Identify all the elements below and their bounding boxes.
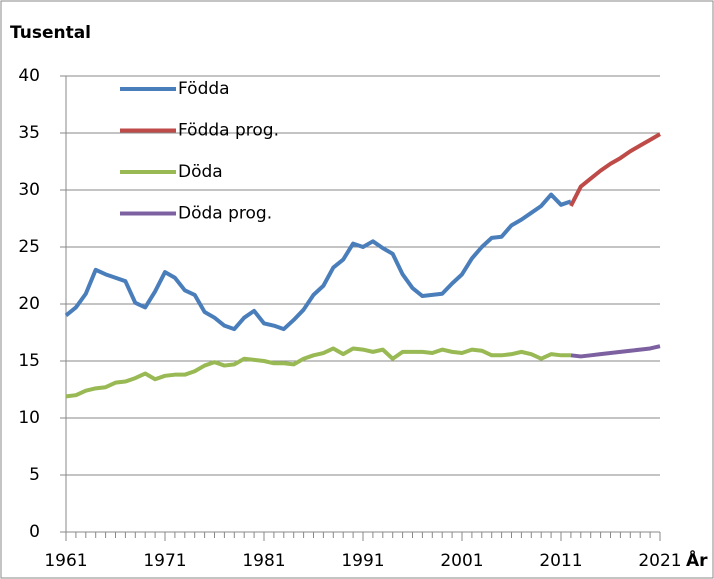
- legend-label: Födda: [178, 79, 230, 99]
- legend-label: Födda prog.: [178, 121, 279, 141]
- x-axis-label: År: [686, 548, 708, 571]
- series-line: [65, 346, 571, 399]
- y-axis-label: Tusental: [10, 23, 91, 43]
- y-tick-label: 35: [18, 123, 40, 143]
- y-tick-label: 30: [18, 180, 40, 200]
- y-tick-label: 10: [18, 408, 40, 428]
- series-line: [569, 132, 661, 207]
- series-line: [64, 192, 572, 332]
- legend-label: Döda prog.: [178, 204, 272, 224]
- x-tick-label: 1971: [143, 551, 186, 571]
- x-tick-label: 2001: [440, 551, 483, 571]
- y-tick-label: 40: [18, 66, 40, 86]
- y-tick-label: 25: [18, 237, 40, 257]
- legend-label: Döda: [178, 162, 223, 182]
- x-tick-label: 2011: [539, 551, 582, 571]
- y-tick-label: 20: [18, 294, 40, 314]
- y-tick-label: 15: [18, 351, 40, 371]
- y-tick-label: 0: [29, 522, 40, 542]
- x-tick-label: 1961: [44, 551, 87, 571]
- series-line: [570, 344, 661, 359]
- x-tick-label: 1991: [341, 551, 384, 571]
- x-tick-label: 1981: [242, 551, 285, 571]
- y-tick-label: 5: [29, 465, 40, 485]
- x-tick-label: 2021: [638, 551, 681, 571]
